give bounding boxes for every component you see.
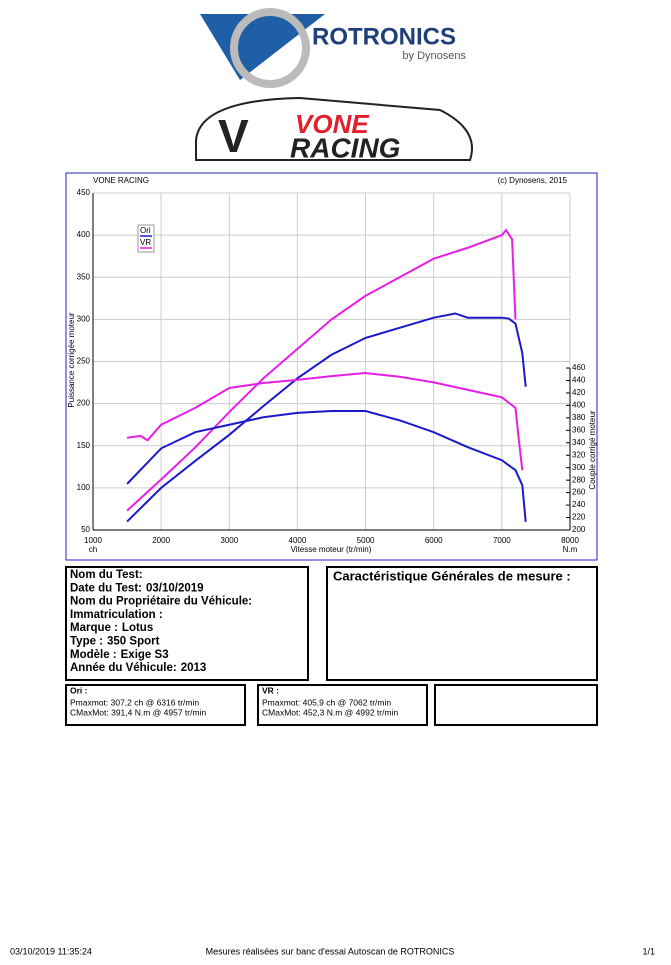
result-line: CMaxMot: 452,3 N.m @ 4992 tr/min [262, 707, 398, 717]
field-label: Immatriculation : [70, 609, 163, 621]
client-bottom: RACING [290, 132, 400, 163]
empty-box [434, 684, 598, 726]
measure-box [326, 566, 598, 681]
vehicle-box [65, 566, 309, 681]
y2-unit: N.m [563, 545, 578, 554]
x-tick-label: 3000 [220, 536, 238, 545]
y-tick-label: 200 [77, 399, 91, 408]
x-tick-label: 2000 [152, 536, 170, 545]
y-tick-label: 350 [77, 272, 91, 281]
y2-tick-label: 220 [572, 513, 586, 522]
brand: ROTRONICS [312, 23, 456, 50]
legend-label: VR [140, 238, 151, 247]
y-tick-label: 50 [81, 525, 90, 534]
y-tick-label: 300 [77, 314, 91, 323]
result-line: CMaxMot: 391,4 N.m @ 4957 tr/min [70, 707, 206, 717]
footer-page: 1/1 [642, 946, 655, 956]
field-label: Année du Véhicule: [70, 662, 177, 674]
logo-shape [200, 14, 325, 80]
client-logo-outline [195, 96, 473, 161]
field-value: Exige S3 [121, 649, 169, 661]
field-label: Nom du Propriétaire du Véhicule: [70, 596, 252, 608]
field-label: Type : [70, 636, 103, 648]
series-line [126, 372, 524, 471]
y2-tick-label: 380 [572, 413, 586, 422]
result-name: Ori : [70, 685, 88, 695]
y2-tick-label: 260 [572, 488, 586, 497]
y2-axis-label: Couple corrigé moteur [588, 410, 597, 489]
vehicle-field: Année du Véhicule: 2013 [70, 662, 206, 674]
x-tick-label: 7000 [493, 536, 511, 545]
y2-tick-label: 240 [572, 500, 586, 509]
field-value: 2013 [181, 662, 207, 674]
results: Ori :Pmaxmot: 307,2 ch @ 6316 tr/minCMax… [70, 685, 398, 717]
field-value: 03/10/2019 [146, 582, 204, 594]
footer-datetime: 03/10/2019 11:35:24 [10, 946, 92, 956]
y2-tick-label: 440 [572, 376, 586, 385]
vehicle-field: Nom du Propriétaire du Véhicule: [70, 596, 252, 608]
legend-label: Ori [140, 226, 151, 235]
result-box [65, 684, 246, 726]
legend-box [137, 224, 155, 253]
measure-title: Caractéristique Générales de mesure : [333, 568, 571, 583]
y-tick-label: 150 [77, 441, 91, 450]
client-v: V [218, 110, 249, 162]
field-value: 350 Sport [107, 636, 160, 648]
x-tick-label: 6000 [425, 536, 443, 545]
y2-tick-label: 280 [572, 475, 586, 484]
y-axis-label: Puissance corrigée moteur [67, 312, 76, 407]
result-box [257, 684, 428, 726]
y-tick-label: 250 [77, 357, 91, 366]
x-tick-label: 8000 [561, 536, 579, 545]
series-line [126, 410, 527, 522]
footer-note: Mesures réalisées sur banc d'essai Autos… [206, 946, 455, 956]
field-label: Modèle : [70, 649, 117, 661]
plot: 1000 2000 3000 4000 5000 6000 7000 8000 50 100 150… [77, 188, 586, 545]
field-value: Lotus [122, 622, 153, 634]
chart-title: VONE RACING [93, 176, 149, 185]
x-tick-label: 5000 [357, 536, 375, 545]
field-label: Date du Test: [70, 582, 142, 594]
vehicle-field: Modèle : Exige S3 [70, 649, 169, 661]
x-tick-label: 1000 [84, 536, 102, 545]
y2-tick-label: 200 [572, 525, 586, 534]
vehicle-field: Immatriculation : [70, 609, 163, 621]
result-name: VR : [262, 685, 279, 695]
vehicle-field: Date du Test: 03/10/2019 [70, 582, 204, 594]
y2-tick-label: 320 [572, 450, 586, 459]
y2-tick-label: 460 [572, 363, 586, 372]
y2-tick-label: 340 [572, 438, 586, 447]
vehicle-field: Type : 350 Sport [70, 636, 160, 648]
x-tick-label: 4000 [289, 536, 307, 545]
series-line [126, 228, 517, 512]
vehicle-field: Nom du Test: [70, 569, 143, 581]
result-line: Pmaxmot: 307,2 ch @ 6316 tr/min [70, 697, 199, 707]
y-tick-label: 100 [77, 483, 91, 492]
y2-tick-label: 300 [572, 463, 586, 472]
y-tick-label: 400 [77, 230, 91, 239]
brand-sub: by Dynosens [402, 50, 466, 62]
copyright: (c) Dynosens, 2015 [498, 176, 568, 185]
vehicle-fields: Nom du Test:Date du Test: 03/10/2019 Nom d… [70, 569, 252, 674]
vehicle-field: Marque : Lotus [70, 622, 153, 634]
series-line [126, 312, 527, 523]
x-axis-label: Vitesse moteur (tr/min) [291, 545, 372, 554]
client-top: VONE [295, 109, 369, 139]
y-unit: ch [89, 545, 97, 554]
field-label: Marque : [70, 622, 118, 634]
y-tick-label: 450 [77, 188, 91, 197]
result-line: Pmaxmot: 405,9 ch @ 7062 tr/min [262, 697, 391, 707]
logo-ring [230, 8, 310, 88]
y2-tick-label: 360 [572, 425, 586, 434]
y2-tick-label: 400 [572, 401, 586, 410]
field-label: Nom du Test: [70, 569, 143, 581]
y2-tick-label: 420 [572, 388, 586, 397]
